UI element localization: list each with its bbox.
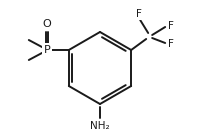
Text: F: F bbox=[168, 39, 174, 49]
Text: F: F bbox=[168, 21, 174, 31]
Text: F: F bbox=[136, 9, 142, 19]
Text: O: O bbox=[43, 19, 51, 29]
Text: NH₂: NH₂ bbox=[90, 121, 110, 131]
Text: P: P bbox=[43, 45, 50, 55]
